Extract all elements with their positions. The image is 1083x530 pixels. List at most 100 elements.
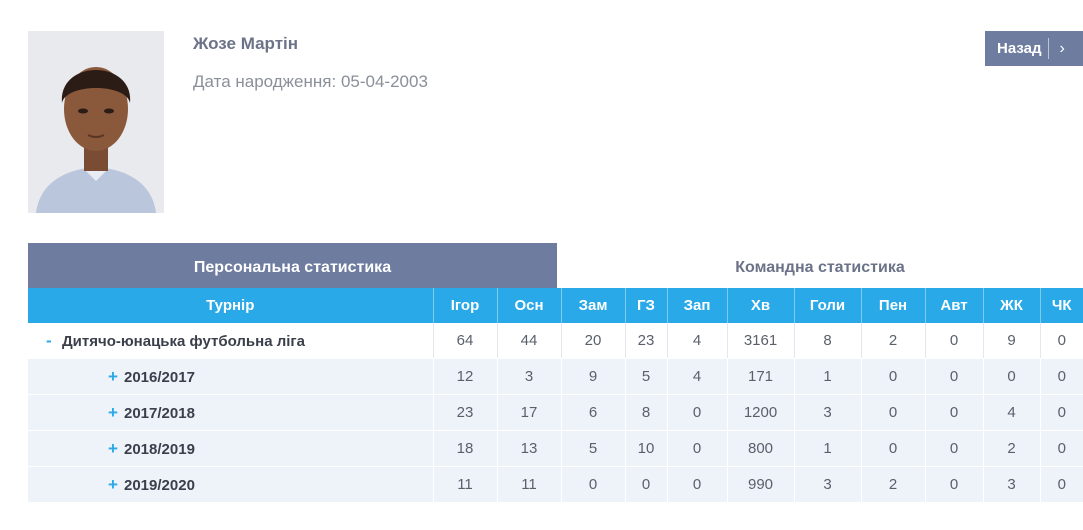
column-header-starts: Осн (497, 288, 562, 323)
column-header-tournament: Турнір (28, 288, 434, 323)
stat-cell: 8 (794, 323, 862, 359)
player-portrait-image (28, 31, 164, 213)
stat-cell: 800 (727, 430, 795, 467)
column-header-penalties: Пен (861, 288, 926, 323)
column-header-red-cards: ЧК (1040, 288, 1083, 323)
column-header-gz: ГЗ (625, 288, 668, 323)
stat-cell: 13 (497, 430, 562, 467)
tournament-name[interactable]: 2017/2018 (124, 404, 195, 422)
expand-icon[interactable]: + (108, 402, 118, 422)
stat-cell: 1 (794, 430, 862, 467)
stat-cell: 0 (1040, 430, 1083, 467)
expand-icon[interactable]: + (108, 366, 118, 386)
stat-cell: 5 (561, 430, 626, 467)
stat-cell: 18 (433, 430, 498, 467)
stat-cell: 0 (861, 430, 926, 467)
expand-icon[interactable]: + (108, 438, 118, 458)
tournament-name[interactable]: 2016/2017 (124, 368, 195, 386)
stat-cell: 0 (1040, 466, 1083, 503)
back-button[interactable]: Назад › (985, 31, 1083, 66)
tournament-name[interactable]: 2018/2019 (124, 440, 195, 458)
stat-cell: 0 (925, 430, 984, 467)
tournament-cell: +2017/2018 (28, 394, 434, 431)
stat-cell: 0 (667, 394, 728, 431)
stat-cell: 8 (625, 394, 668, 431)
stat-cell: 2 (861, 466, 926, 503)
tournament-cell: +2016/2017 (28, 358, 434, 395)
stat-cell: 3161 (727, 323, 795, 359)
stat-cell: 0 (667, 430, 728, 467)
stat-cell: 3 (497, 358, 562, 395)
tournament-name[interactable]: Дитячо-юнацька футбольна ліга (62, 332, 306, 350)
stat-cell: 2 (861, 323, 926, 359)
player-photo (28, 31, 164, 213)
stat-cell: 2 (983, 430, 1041, 467)
stat-cell: 3 (983, 466, 1041, 503)
stat-cell: 4 (667, 358, 728, 395)
birthdate-label: Дата народження: (193, 72, 337, 91)
stat-cell: 20 (561, 323, 626, 359)
stats-table-header: Турнір Ігор Осн Зам ГЗ Зап Хв Голи Пен А… (28, 288, 1083, 323)
stat-cell: 17 (497, 394, 562, 431)
stat-cell: 44 (497, 323, 562, 359)
stat-cell: 5 (625, 358, 668, 395)
birthdate-value: 05-04-2003 (340, 72, 428, 91)
stat-cell: 990 (727, 466, 795, 503)
stat-cell: 0 (925, 358, 984, 395)
stats-tabs: Персональна статистика Командна статисти… (28, 243, 1083, 288)
stat-cell: 12 (433, 358, 498, 395)
table-row-season: +2017/2018 23 17 6 8 0 1200 3 0 0 4 0 (28, 394, 1083, 431)
column-header-bench: Зап (667, 288, 728, 323)
stat-cell: 11 (497, 466, 562, 503)
column-header-minutes: Хв (727, 288, 795, 323)
tournament-cell: +2018/2019 (28, 430, 434, 467)
collapse-icon[interactable]: - (46, 330, 52, 350)
stat-cell: 11 (433, 466, 498, 503)
stat-cell: 23 (625, 323, 668, 359)
column-header-games: Ігор (433, 288, 498, 323)
column-header-goals: Голи (794, 288, 862, 323)
stat-cell: 4 (667, 323, 728, 359)
chevron-right-icon: › (1059, 39, 1065, 57)
column-header-subs: Зам (561, 288, 626, 323)
table-row-season: +2016/2017 12 3 9 5 4 171 1 0 0 0 0 (28, 358, 1083, 395)
stat-cell: 0 (1040, 323, 1083, 359)
tab-personal-stats[interactable]: Персональна статистика (28, 243, 557, 288)
stat-cell: 0 (861, 358, 926, 395)
stat-cell: 171 (727, 358, 795, 395)
player-name: Жозе Мартін (193, 34, 299, 53)
stat-cell: 4 (983, 394, 1041, 431)
stat-cell: 9 (561, 358, 626, 395)
back-button-label: Назад (997, 40, 1042, 57)
stat-cell: 3 (794, 466, 862, 503)
expand-icon[interactable]: + (108, 474, 118, 494)
table-row-season: +2018/2019 18 13 5 10 0 800 1 0 0 2 0 (28, 430, 1083, 467)
stat-cell: 0 (667, 466, 728, 503)
stat-cell: 6 (561, 394, 626, 431)
table-row-league: - Дитячо-юнацька футбольна ліга 64 44 20 23 4 3… (28, 323, 1083, 359)
stat-cell: 3 (794, 394, 862, 431)
tournament-name[interactable]: 2019/2020 (124, 476, 195, 494)
stat-cell: 1200 (727, 394, 795, 431)
stat-cell: 0 (983, 358, 1041, 395)
stat-cell: 1 (794, 358, 862, 395)
column-header-own-goals: Авт (925, 288, 984, 323)
stats-table: Турнір Ігор Осн Зам ГЗ Зап Хв Голи Пен А… (28, 288, 1083, 503)
stat-cell: 0 (925, 466, 984, 503)
stat-cell: 9 (983, 323, 1041, 359)
table-row-season: +2019/2020 11 11 0 0 0 990 3 2 0 3 0 (28, 466, 1083, 503)
tournament-cell: +2019/2020 (28, 466, 434, 503)
stat-cell: 0 (861, 394, 926, 431)
stat-cell: 64 (433, 323, 498, 359)
stat-cell: 0 (925, 394, 984, 431)
stat-cell: 0 (925, 323, 984, 359)
stat-cell: 0 (625, 466, 668, 503)
stat-cell: 23 (433, 394, 498, 431)
stat-cell: 10 (625, 430, 668, 467)
stat-cell: 0 (1040, 394, 1083, 431)
tournament-cell: - Дитячо-юнацька футбольна ліга (28, 323, 434, 359)
column-header-yellow-cards: ЖК (983, 288, 1041, 323)
stat-cell: 0 (561, 466, 626, 503)
tab-team-stats[interactable]: Командна статистика (557, 243, 1083, 288)
player-birthdate: Дата народження: 05-04-2003 (193, 72, 428, 92)
